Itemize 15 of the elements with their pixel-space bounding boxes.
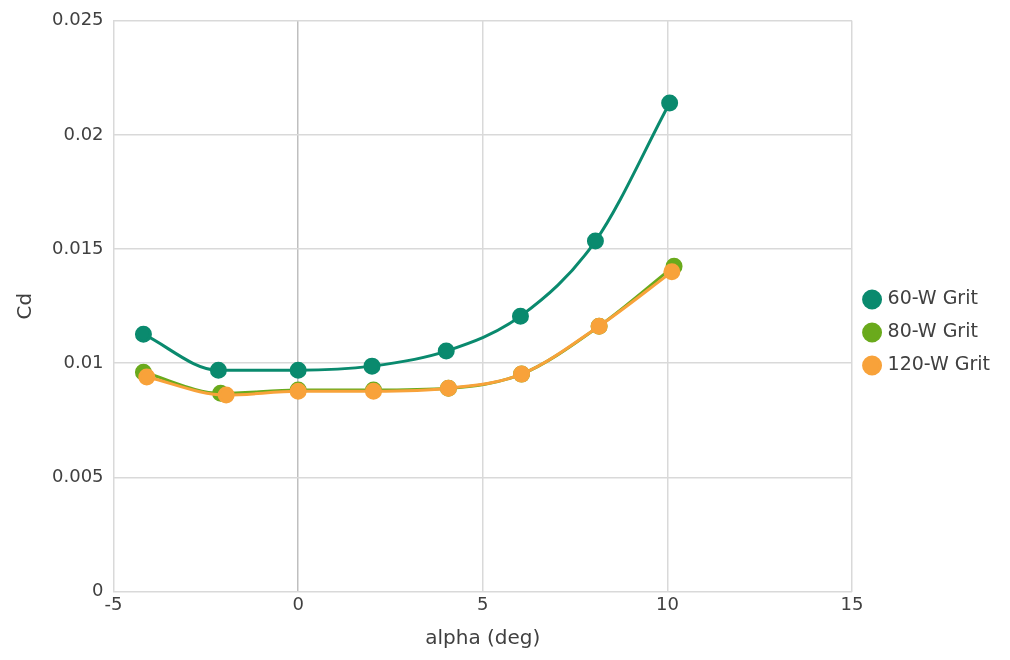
x-tick-label: 0 [292, 592, 304, 614]
y-tick-label: 0.025 [52, 8, 104, 30]
x-tick-label: -5 [104, 592, 123, 614]
y-axis-title: Cd [12, 292, 37, 320]
legend-label: 120-W Grit [887, 352, 991, 375]
x-tick-label: 15 [840, 592, 864, 614]
y-tick-label: 0.005 [52, 464, 104, 486]
y-tick-label: 0.01 [63, 350, 104, 372]
x-tick-label: 10 [655, 592, 679, 614]
y-tick-label: 0.02 [63, 122, 104, 144]
y-tick-label: 0.015 [52, 236, 104, 258]
legend-label: 80-W Grit [887, 319, 978, 342]
x-axis-title: alpha (deg) [425, 625, 541, 650]
legend-label: 60-W Grit [887, 286, 978, 309]
x-tick-label: 5 [477, 592, 489, 614]
